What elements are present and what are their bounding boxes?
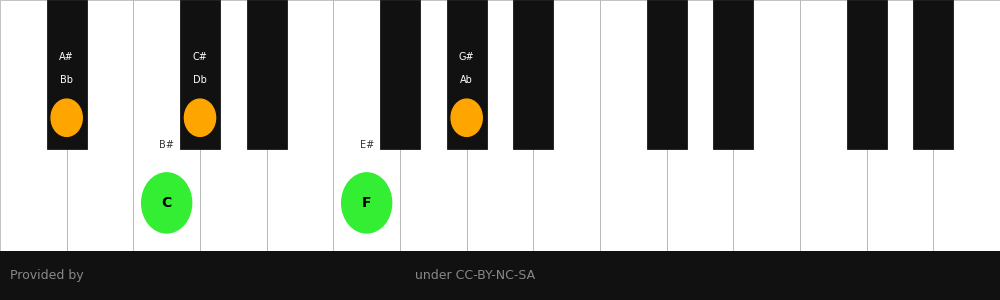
Bar [867,0,933,250]
Text: E#: E# [360,140,374,150]
Text: C#: C# [193,52,207,61]
Bar [600,0,667,250]
Text: F: F [362,196,371,210]
Ellipse shape [184,99,216,136]
Bar [333,0,400,250]
Bar [933,0,1000,250]
Text: under CC-BY-NC-SA: under CC-BY-NC-SA [415,269,535,282]
Text: B#: B# [159,140,174,150]
Bar [447,0,487,149]
Bar [647,0,687,149]
Ellipse shape [51,99,82,136]
Bar [400,0,467,250]
Text: Ab: Ab [460,76,473,85]
Bar [733,0,800,250]
Bar [467,0,533,250]
Bar [67,0,133,250]
Ellipse shape [342,173,392,233]
Bar [47,0,87,149]
Ellipse shape [142,173,192,233]
Bar [0,250,1000,300]
Bar [380,0,420,149]
Text: Provided by: Provided by [10,269,84,282]
Bar [533,0,600,250]
Ellipse shape [451,99,482,136]
Text: G#: G# [459,52,474,61]
Bar [667,0,733,250]
Bar [513,0,553,149]
Text: Db: Db [193,76,207,85]
Bar [267,0,333,250]
Text: C: C [162,196,172,210]
Text: Bb: Bb [60,76,73,85]
Bar [913,0,953,149]
Text: A#: A# [59,52,74,61]
Bar [200,0,267,250]
Bar [247,0,287,149]
Bar [800,0,867,250]
Bar [0,0,67,250]
Bar [133,0,200,250]
Bar [713,0,753,149]
Bar [847,0,887,149]
Bar [180,0,220,149]
